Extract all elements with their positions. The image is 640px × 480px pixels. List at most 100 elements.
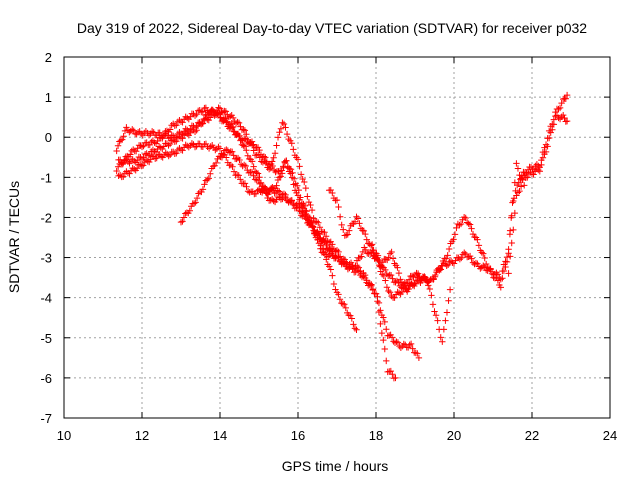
data-point-marker [439,338,446,345]
data-point-marker [363,236,370,243]
data-point-marker [362,246,369,254]
data-point-marker [119,136,126,143]
data-point-marker [250,141,257,148]
data-point-marker [344,264,352,272]
data-point-marker [190,200,198,207]
data-point-marker [140,142,147,150]
data-point-marker [370,246,377,254]
data-point-marker [138,162,145,170]
data-point-marker [134,145,141,152]
data-point-marker [261,186,268,194]
data-point-marker [387,367,395,375]
data-point-marker [163,127,171,134]
data-point-marker [375,299,383,307]
data-point-marker [506,231,514,238]
data-point-marker [240,126,247,133]
data-point-marker [272,168,279,176]
data-point-marker [129,126,136,133]
data-point-marker [345,311,352,319]
y-tick-label: -5 [40,331,52,346]
data-point-marker [199,108,207,115]
data-point-marker [550,121,558,128]
data-point-marker [282,194,289,201]
data-point-marker [326,263,333,270]
data-point-marker [503,258,511,266]
data-point-marker [457,220,465,228]
data-point-marker [273,182,280,189]
data-point-marker [329,189,336,197]
data-point-marker [530,171,537,178]
data-point-marker [192,199,199,206]
data-point-marker [185,144,192,151]
data-point-marker [348,315,356,322]
data-point-marker [421,274,428,282]
data-point-marker [368,241,376,248]
data-point-marker [274,176,282,184]
data-point-marker [121,127,129,135]
data-point-marker [253,169,260,176]
data-point-marker [497,276,504,283]
data-point-marker [269,183,276,191]
data-point-marker [157,144,164,151]
data-point-marker [407,340,415,348]
data-point-marker [440,259,447,267]
plot-area [113,91,571,382]
data-point-marker [452,257,459,264]
data-point-marker [121,157,129,164]
data-point-marker [451,231,459,238]
x-tick-label: 12 [135,428,149,443]
data-point-marker [226,125,233,132]
data-point-marker [246,189,253,196]
data-point-marker [387,271,395,279]
data-point-marker [552,112,559,120]
data-point-marker [114,142,122,150]
data-point-marker [395,269,403,277]
data-point-marker [274,134,282,141]
y-tick-label: 2 [45,50,52,65]
data-point-marker [241,180,249,187]
data-point-marker [195,190,202,197]
data-point-marker [198,108,205,116]
data-point-marker [235,172,242,179]
data-point-marker [377,320,384,328]
data-point-marker [480,250,487,257]
data-point-marker [153,154,160,162]
data-point-marker [335,203,342,211]
data-point-marker [341,301,348,308]
data-point-marker [555,105,562,113]
data-point-marker [333,247,341,254]
data-point-marker [243,183,250,190]
data-point-marker [382,266,389,274]
data-point-marker [235,132,243,140]
data-point-marker [234,118,241,126]
data-point-marker [145,131,153,139]
data-point-marker [392,374,399,382]
data-point-marker [313,218,320,225]
data-point-marker [431,308,438,315]
data-point-marker [466,221,474,228]
data-point-marker [308,222,316,229]
data-point-marker [376,257,383,264]
data-point-marker [179,135,186,142]
data-point-marker [155,151,162,159]
data-point-marker [414,270,422,277]
data-point-marker [374,252,382,259]
data-point-marker [276,129,283,136]
data-point-marker [274,187,281,194]
data-point-marker [343,231,350,239]
data-point-marker [134,157,141,164]
data-point-marker [408,272,416,280]
data-point-marker [510,226,517,234]
data-point-marker [262,189,270,197]
data-point-marker [351,218,359,225]
data-point-marker [131,165,138,173]
x-tick-label: 16 [291,428,305,443]
data-point-marker [124,152,131,160]
data-point-marker [321,229,328,236]
data-point-marker [222,115,229,122]
data-point-marker [397,344,405,352]
data-point-marker [179,119,186,126]
data-point-marker [158,153,165,160]
data-point-marker [359,227,366,234]
